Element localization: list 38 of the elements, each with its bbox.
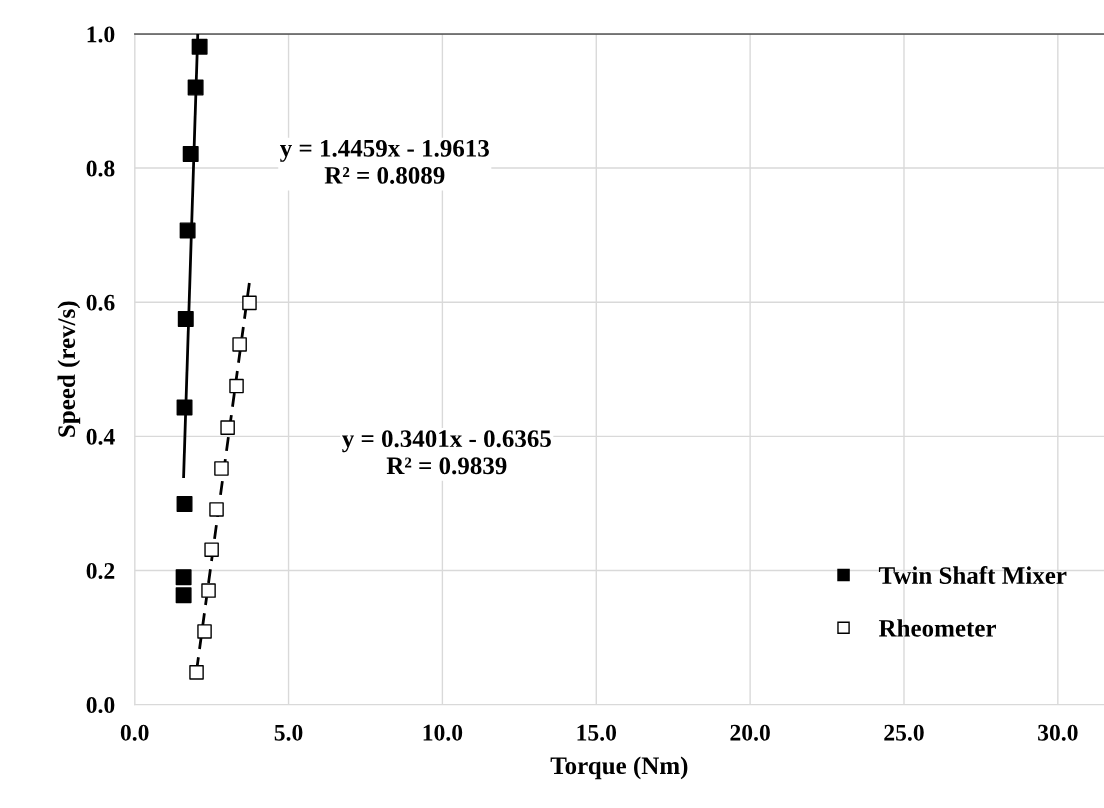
- x-tick-label: 5.0: [274, 724, 303, 741]
- legend-label: Rheometer: [878, 619, 996, 637]
- point: [176, 496, 193, 513]
- point: [232, 337, 247, 352]
- point: [176, 399, 193, 416]
- legend-label: Twin Shaft Mixer: [878, 566, 1067, 584]
- annotation: y = 1.4459x - 1.9613 R² = 0.8089: [279, 139, 489, 184]
- point: [182, 146, 199, 162]
- x-tick-label: 30.0: [1038, 724, 1078, 741]
- x-tick-label: 20.0: [730, 724, 770, 741]
- y-tick-label: 0.0: [86, 697, 115, 714]
- y-axis-title: Speed (rev/s): [57, 301, 81, 437]
- point: [191, 38, 208, 55]
- x-axis-title: Torque (Nm): [550, 756, 688, 780]
- point: [189, 665, 204, 680]
- point: [175, 587, 192, 604]
- x-tick-label: 0.0: [120, 724, 149, 741]
- y-tick-label: 1.0: [87, 26, 115, 43]
- x-tick-label: 10.0: [423, 724, 463, 741]
- point: [214, 461, 229, 476]
- point: [179, 222, 196, 239]
- point: [187, 79, 204, 96]
- point: [177, 310, 194, 327]
- point: [242, 295, 257, 311]
- y-tick-label: 0.2: [86, 562, 115, 579]
- point: [175, 569, 192, 586]
- point: [229, 378, 244, 394]
- annotation: y = 0.3401x - 0.6365 R² = 0.9839: [342, 430, 551, 475]
- point: [204, 542, 219, 557]
- y-tick-label: 0.6: [86, 294, 115, 311]
- point: [220, 420, 235, 435]
- point: [201, 583, 216, 598]
- x-tick-label: 25.0: [884, 724, 924, 741]
- y-tick-label: 0.4: [86, 428, 115, 445]
- point: [209, 502, 224, 517]
- point: [197, 624, 212, 639]
- x-tick-label: 15.0: [577, 724, 617, 741]
- y-tick-label: 0.8: [86, 160, 115, 177]
